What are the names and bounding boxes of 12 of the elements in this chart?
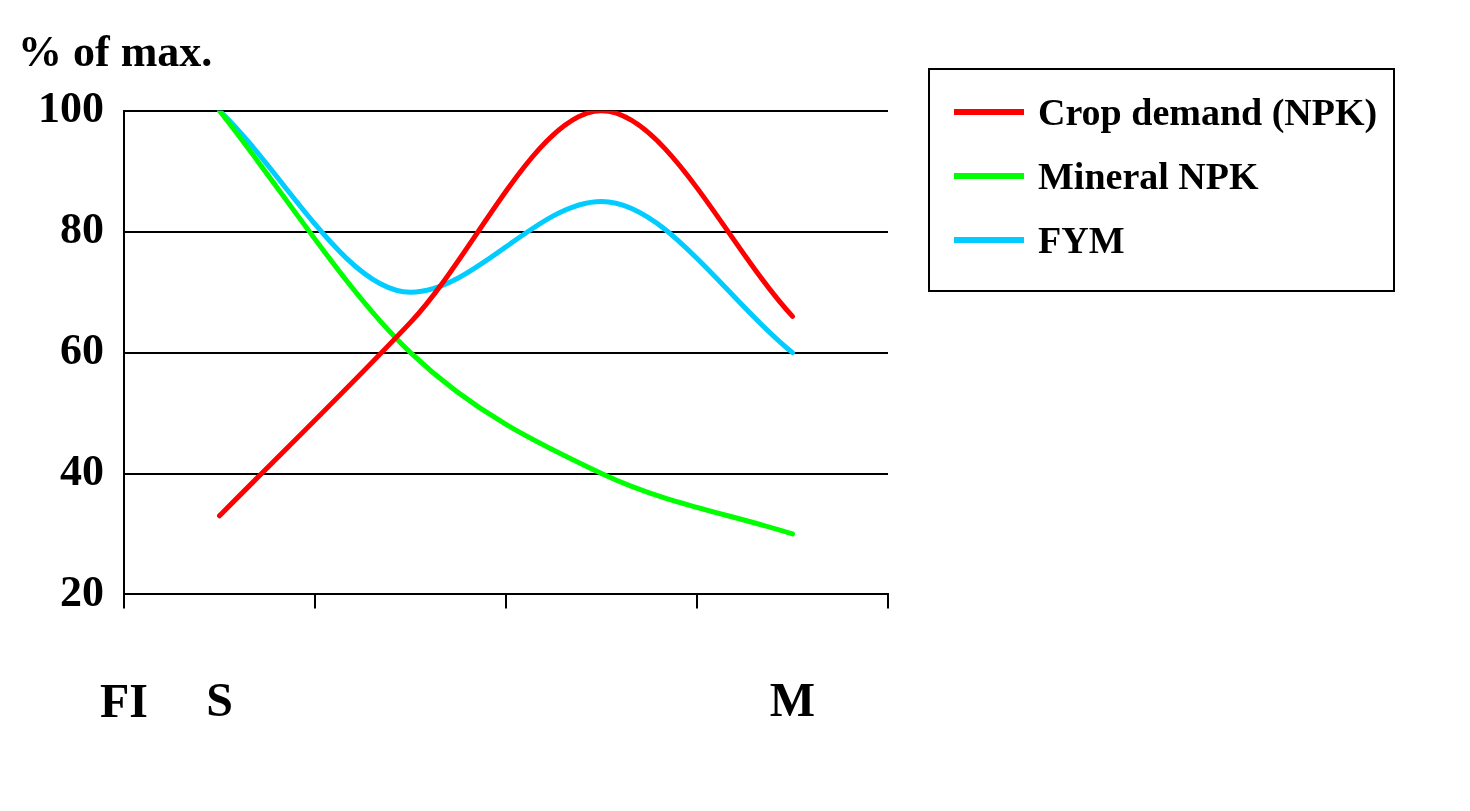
text: FI — [100, 673, 148, 727]
y-tick-label: 60 — [60, 324, 104, 374]
y-tick-label: 20 — [60, 566, 104, 616]
y-axis-title: % of max. — [18, 26, 213, 76]
legend-label: FYM — [1038, 218, 1125, 263]
legend-label: Mineral NPK — [1038, 154, 1259, 199]
y-tick-label: 40 — [60, 445, 104, 495]
legend-label: Crop demand (NPK) — [1038, 90, 1378, 135]
y-tick-label: 100 — [38, 83, 104, 133]
y-tick-label: 80 — [60, 204, 104, 254]
x-tick-label: M — [769, 672, 816, 726]
x-tick-label: S — [206, 672, 233, 726]
